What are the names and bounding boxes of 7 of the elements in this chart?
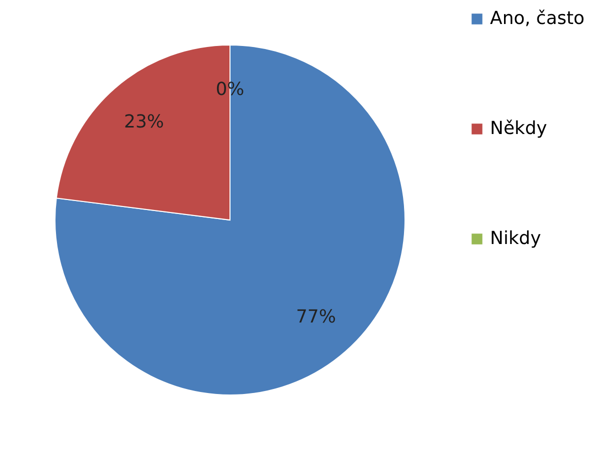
- data-label: 77%: [296, 306, 336, 328]
- legend-label: Ano, často: [490, 8, 585, 29]
- data-label: 23%: [124, 111, 164, 132]
- legend-label: Nikdy: [490, 228, 542, 249]
- text: 0%: [216, 79, 244, 100]
- pie-slice: [54, 44, 406, 396]
- legend-label: Někdy: [490, 118, 548, 139]
